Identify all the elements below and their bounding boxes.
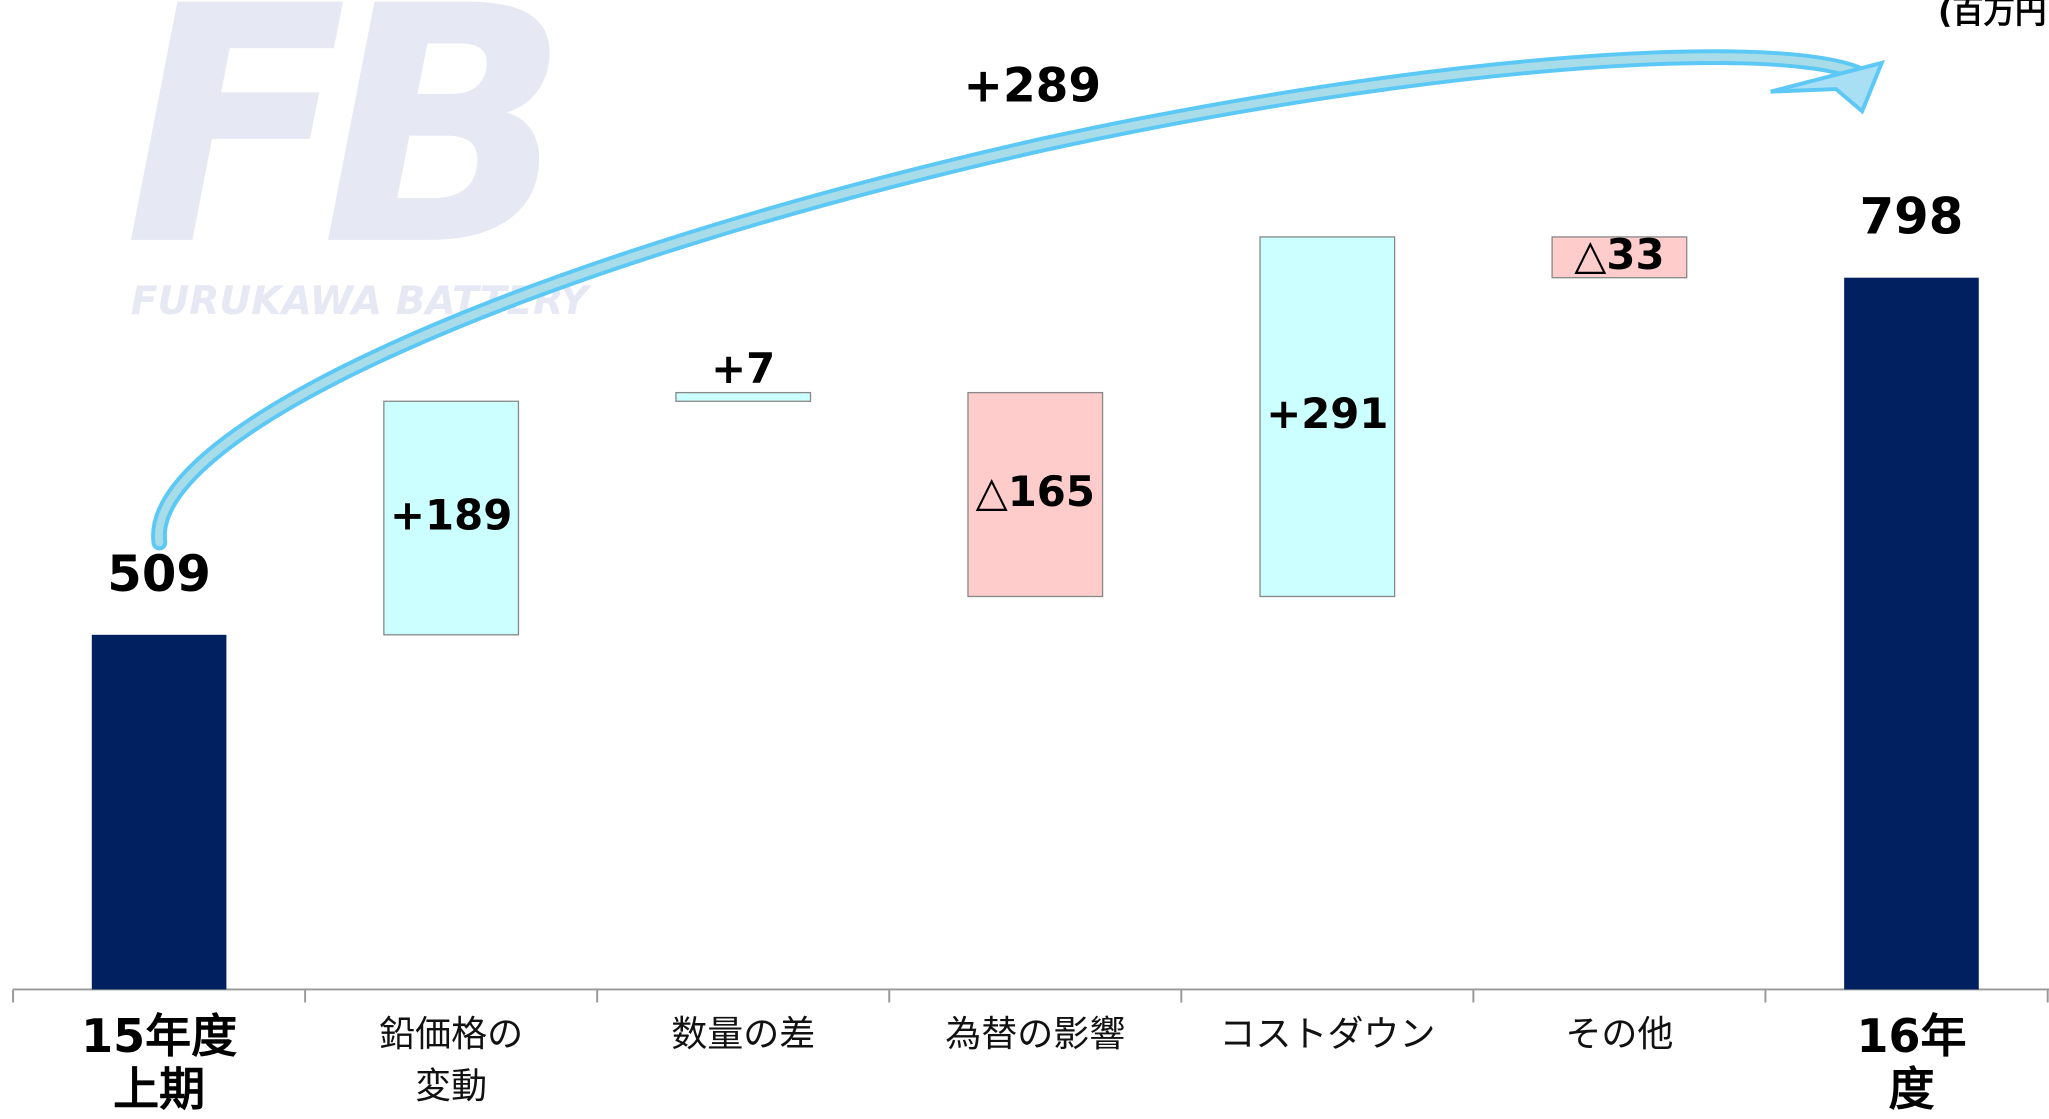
watermark: FB FURUKAWA BATTERY: [124, 0, 592, 324]
unit-label: (百万円): [1938, 0, 2049, 30]
value-label: 798: [1860, 188, 1964, 246]
arrow: [151, 49, 1886, 551]
value-label: △165: [976, 467, 1095, 516]
value-label: 509: [107, 545, 211, 603]
value-label: △33: [1574, 230, 1664, 279]
x-tick-label: 数量の差: [671, 1013, 816, 1055]
x-tick-label: その他: [1565, 1013, 1674, 1055]
x-tick-label: 16年度 上期: [1856, 1009, 1967, 1119]
value-label: +7: [711, 344, 775, 393]
x-tick-label: 15年度 上期: [81, 1009, 238, 1117]
x-tick-label: 鉛価格の 変動: [379, 1013, 524, 1107]
x-tick-label: コストダウン: [1219, 1013, 1436, 1055]
delta-bar: [383, 400, 520, 636]
delta-bar: [1551, 236, 1688, 279]
value-label: +291: [1266, 389, 1388, 438]
value-label: +189: [390, 491, 512, 540]
total-bar: [1844, 277, 1979, 990]
delta-bar: [967, 391, 1104, 598]
x-tick-label: 為替の影響: [945, 1013, 1126, 1055]
total-bar: [91, 634, 227, 990]
delta-bar: [675, 391, 812, 402]
watermark-logo: FB: [124, 0, 551, 318]
annotation: +289: [964, 59, 1102, 114]
delta-bar: [1259, 236, 1396, 598]
